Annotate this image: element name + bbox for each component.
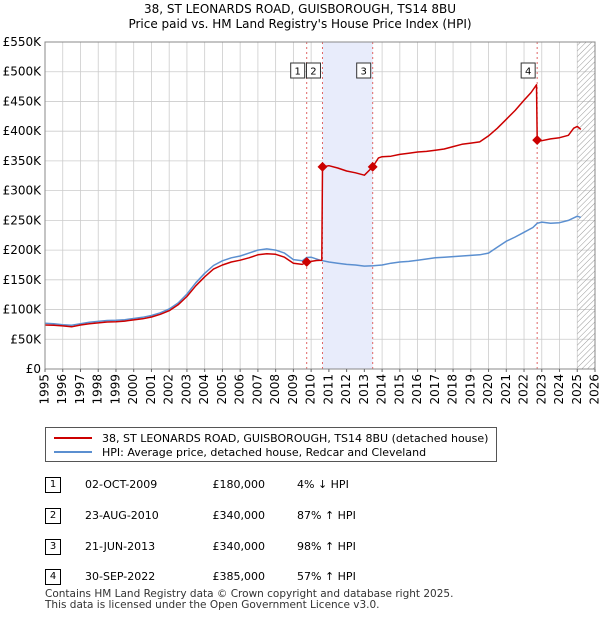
table-row: 4 30-SEP-2022 £385,000 57% ↑ HPI <box>45 566 445 586</box>
transaction-price: £180,000 <box>212 478 266 491</box>
x-tick-label: 2005 <box>215 374 229 405</box>
transaction-badge: 4 <box>45 569 61 585</box>
title-line-1: 38, ST LEONARDS ROAD, GUISBOROUGH, TS14 … <box>143 2 457 16</box>
transaction-price: £340,000 <box>212 540 266 553</box>
chart-title: 38, ST LEONARDS ROAD, GUISBOROUGH, TS14 … <box>0 2 600 32</box>
x-tick-label: 2008 <box>268 374 282 405</box>
y-tick-label: £200K <box>3 243 43 257</box>
x-tick-label: 1999 <box>108 374 122 405</box>
y-tick-label: £100K <box>3 303 43 317</box>
legend-line-price <box>54 437 92 439</box>
plot-area <box>45 42 595 369</box>
x-tick-label: 2024 <box>552 374 566 405</box>
hpi-series-line <box>44 215 582 327</box>
title-line-2: Price paid vs. HM Land Registry's House … <box>128 17 472 31</box>
x-tick-label: 2022 <box>517 374 531 405</box>
shaded-period <box>322 42 373 369</box>
x-tick-label: 2018 <box>446 374 460 405</box>
x-tick-label: 2013 <box>357 374 371 405</box>
x-tick-label: 2026 <box>588 374 600 405</box>
transaction-label: 2 <box>310 67 316 78</box>
x-tick-label: 2014 <box>375 374 389 405</box>
y-tick-label: £150K <box>3 273 43 287</box>
legend-item-price: 38, ST LEONARDS ROAD, GUISBOROUGH, TS14 … <box>54 431 488 445</box>
transaction-label-box <box>356 62 372 79</box>
legend-item-hpi: HPI: Average price, detached house, Redc… <box>54 445 426 459</box>
plot-frame <box>44 41 596 370</box>
x-tick-label: 2009 <box>286 374 300 405</box>
y-tick-label: £550K <box>3 35 43 49</box>
x-tick-label: 2012 <box>339 374 353 405</box>
y-tick-label: £450K <box>3 94 43 108</box>
transaction-date: 02-OCT-2009 <box>85 478 158 491</box>
transaction-date: 23-AUG-2010 <box>85 509 159 522</box>
table-row: 1 02-OCT-2009 £180,000 4% ↓ HPI <box>45 474 445 494</box>
transaction-date: 21-JUN-2013 <box>85 540 156 553</box>
y-tick-label: £400K <box>3 124 43 138</box>
transaction-point <box>317 161 328 172</box>
transaction-badge: 1 <box>45 477 61 493</box>
x-tick-label: 2000 <box>126 374 140 405</box>
transaction-point <box>367 161 378 172</box>
y-tick-label: £0 <box>26 362 41 376</box>
legend: 38, ST LEONARDS ROAD, GUISBOROUGH, TS14 … <box>45 427 497 462</box>
x-tick-label: 2020 <box>481 374 495 405</box>
transaction-hpi: 4% ↓ HPI <box>297 478 349 491</box>
x-tick-label: 2025 <box>570 374 584 405</box>
x-tick-label: 2002 <box>162 374 176 405</box>
x-tick-label: 1997 <box>73 374 87 405</box>
footer-line-2: This data is licensed under the Open Gov… <box>45 599 380 611</box>
x-tick-label: 2001 <box>144 374 158 405</box>
y-tick-label: £250K <box>3 213 43 227</box>
legend-line-hpi <box>54 451 92 453</box>
x-tick-label: 2021 <box>499 374 513 405</box>
x-tick-label: 2015 <box>392 374 406 405</box>
x-tick-label: 1996 <box>55 374 69 405</box>
y-tick-label: £350K <box>3 154 43 168</box>
transaction-hpi: 57% ↑ HPI <box>297 570 356 583</box>
y-tick-label: £500K <box>3 65 43 79</box>
x-tick-label: 2006 <box>233 374 247 405</box>
x-tick-label: 2010 <box>304 374 318 405</box>
x-tick-label: 2003 <box>179 374 193 405</box>
forecast-hatch <box>577 42 595 369</box>
transaction-badge: 2 <box>45 508 61 524</box>
transaction-date: 30-SEP-2022 <box>85 570 156 583</box>
x-tick-label: 2023 <box>534 374 548 405</box>
x-tick-label: 2016 <box>410 374 424 405</box>
table-row: 2 23-AUG-2010 £340,000 87% ↑ HPI <box>45 505 445 525</box>
transaction-label: 3 <box>361 67 367 78</box>
transaction-hpi: 87% ↑ HPI <box>297 509 356 522</box>
y-tick-label: £300K <box>3 184 43 198</box>
y-tick-label: £50K <box>10 332 42 346</box>
legend-label-hpi: HPI: Average price, detached house, Redc… <box>102 445 427 459</box>
transaction-price: £385,000 <box>212 570 266 583</box>
transaction-price: £340,000 <box>212 509 266 522</box>
x-tick-label: 2019 <box>463 374 477 405</box>
transaction-label: 1 <box>295 67 301 78</box>
x-tick-label: 2011 <box>321 374 335 405</box>
transaction-label: 4 <box>525 67 531 78</box>
x-tick-label: 1998 <box>91 374 105 405</box>
x-tick-label: 1995 <box>38 374 52 405</box>
transaction-label-box <box>290 62 306 79</box>
footer-attribution: Contains HM Land Registry data © Crown c… <box>45 589 453 611</box>
transaction-badge: 3 <box>45 539 61 555</box>
transaction-hpi: 98% ↑ HPI <box>297 540 356 553</box>
x-tick-label: 2017 <box>428 374 442 405</box>
transaction-label-box <box>520 62 536 79</box>
x-tick-label: 2004 <box>197 374 211 405</box>
legend-label-price: 38, ST LEONARDS ROAD, GUISBOROUGH, TS14 … <box>102 431 489 445</box>
transaction-point <box>532 135 543 146</box>
transaction-point <box>301 257 312 267</box>
table-row: 3 21-JUN-2013 £340,000 98% ↑ HPI <box>45 536 445 556</box>
transaction-label-box <box>305 62 321 79</box>
footer-line-1: Contains HM Land Registry data © Crown c… <box>45 588 454 600</box>
x-tick-label: 2007 <box>250 374 264 405</box>
